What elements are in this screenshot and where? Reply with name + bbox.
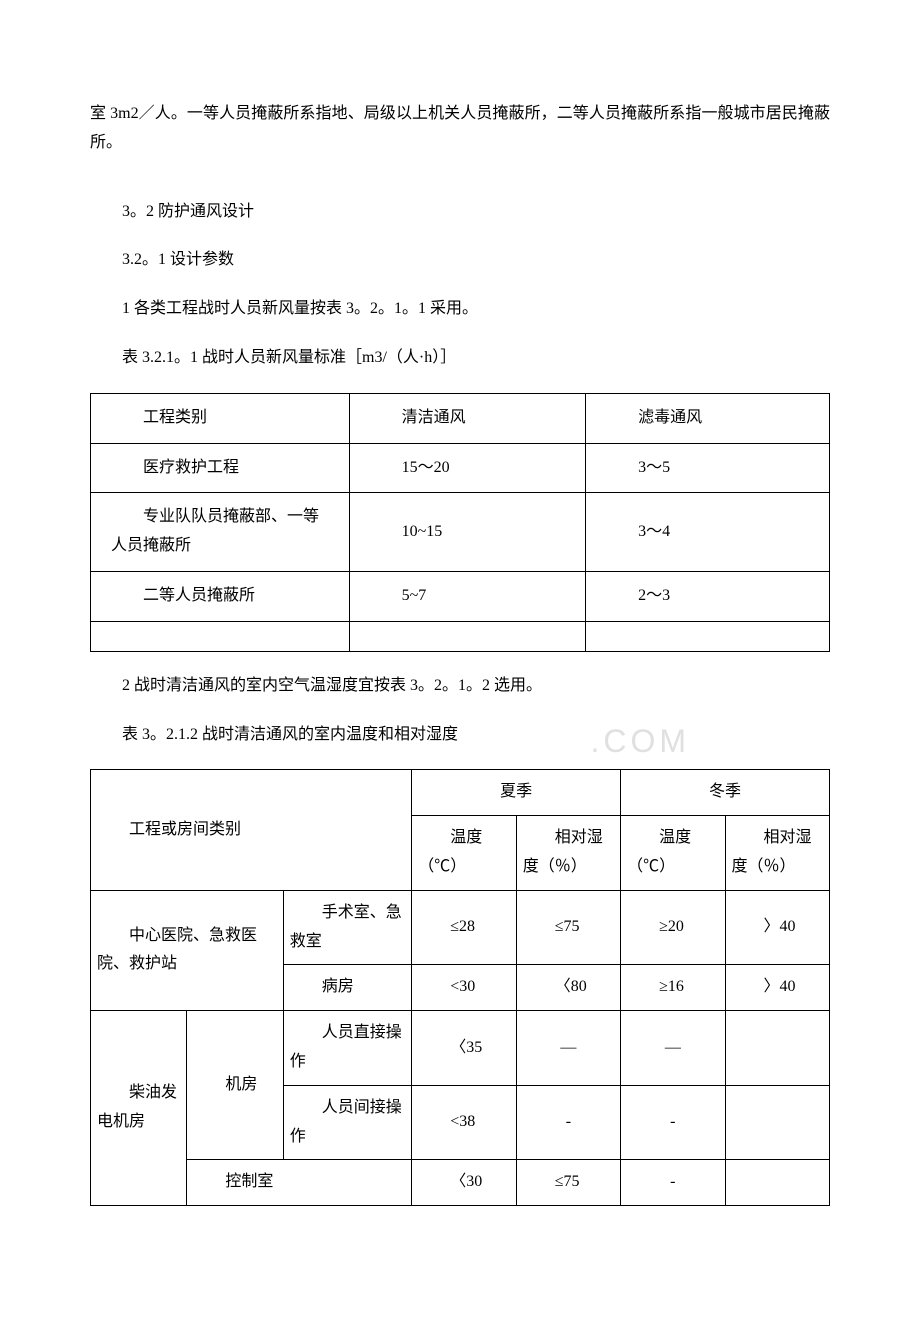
table-cell xyxy=(349,621,585,651)
table-cell: <38 xyxy=(412,1085,516,1160)
table-cell xyxy=(91,621,350,651)
table-cell: 工程或房间类别 xyxy=(91,770,412,890)
table-cell: ≥16 xyxy=(621,965,725,1011)
table-row xyxy=(91,621,830,651)
table-cell: 机房 xyxy=(187,1011,283,1160)
table-row: 二等人员掩蔽所 5~7 2～3 xyxy=(91,571,830,621)
table-cell: — xyxy=(516,1011,620,1086)
table-row: 工程类别 清洁通风 滤毒通风 xyxy=(91,393,830,443)
table-cell: 温度（℃） xyxy=(412,816,516,891)
table-cell: 相对湿度（％） xyxy=(516,816,620,891)
table-cell: 〈35 xyxy=(412,1011,516,1086)
table-cell: 二等人员掩蔽所 xyxy=(91,571,350,621)
table-row: 医疗救护工程 15～20 3～5 xyxy=(91,443,830,493)
table-cell: 〉40 xyxy=(725,890,829,965)
watermark-text: .COM xyxy=(590,713,690,771)
table-1: 工程类别 清洁通风 滤毒通风 医疗救护工程 15～20 3～5 专业队队员掩蔽部… xyxy=(90,393,830,652)
table-cell: - xyxy=(516,1085,620,1160)
table2-caption: 表 3。2.1.2 战时清洁通风的室内温度和相对湿度 xyxy=(90,721,458,750)
table-cell: 夏季 xyxy=(412,770,621,816)
table-row: 柴油发电机房 机房 人员直接操作 〈35 — — xyxy=(91,1011,830,1086)
table-cell: 15～20 xyxy=(349,443,585,493)
table-cell: 柴油发电机房 xyxy=(91,1011,187,1206)
table-cell: 3～5 xyxy=(586,443,830,493)
table-cell: 3～4 xyxy=(586,493,830,572)
table-cell: 滤毒通风 xyxy=(586,393,830,443)
table-2: 工程或房间类别 夏季 冬季 温度（℃） 相对湿度（％） 温度（℃） 相对湿度（％… xyxy=(90,769,830,1206)
table-cell: ≤28 xyxy=(412,890,516,965)
intro-paragraph: 室 3m2／人。一等人员掩蔽所系指地、局级以上机关人员掩蔽所，二等人员掩蔽所系指… xyxy=(90,100,830,158)
table-cell: 手术室、急救室 xyxy=(283,890,412,965)
section-3-2-heading: 3。2 防护通风设计 xyxy=(90,198,830,227)
table-cell: 中心医院、急救医院、救护站 xyxy=(91,890,284,1010)
table-cell: 清洁通风 xyxy=(349,393,585,443)
table-cell: <30 xyxy=(412,965,516,1011)
table-cell: ≤75 xyxy=(516,1160,620,1206)
table-row: 专业队队员掩蔽部、一等人员掩蔽所 10~15 3～4 xyxy=(91,493,830,572)
table-cell: 专业队队员掩蔽部、一等人员掩蔽所 xyxy=(91,493,350,572)
table-cell: 5~7 xyxy=(349,571,585,621)
table-cell: 10~15 xyxy=(349,493,585,572)
table-cell: ≥20 xyxy=(621,890,725,965)
table-cell: 控制室 xyxy=(187,1160,412,1206)
table-cell xyxy=(725,1011,829,1086)
table-cell: 〈30 xyxy=(412,1160,516,1206)
table-cell: — xyxy=(621,1011,725,1086)
table-cell: 相对湿度（％） xyxy=(725,816,829,891)
table-cell: - xyxy=(621,1085,725,1160)
table-cell: 〉40 xyxy=(725,965,829,1011)
table-cell: 人员直接操作 xyxy=(283,1011,412,1086)
table-cell: 温度（℃） xyxy=(621,816,725,891)
table-row: 中心医院、急救医院、救护站 手术室、急救室 ≤28 ≤75 ≥20 〉40 xyxy=(91,890,830,965)
paragraph-1: 1 各类工程战时人员新风量按表 3。2。1。1 采用。 xyxy=(90,295,830,324)
table-cell: ≤75 xyxy=(516,890,620,965)
table1-caption: 表 3.2.1。1 战时人员新风量标准［m3/（人·h）］ xyxy=(90,344,830,373)
table-cell: 2～3 xyxy=(586,571,830,621)
table-cell xyxy=(725,1085,829,1160)
table-cell: 工程类别 xyxy=(91,393,350,443)
table-cell: 人员间接操作 xyxy=(283,1085,412,1160)
section-3-2-1-heading: 3.2。1 设计参数 xyxy=(90,246,830,275)
table-cell: 病房 xyxy=(283,965,412,1011)
table-row: 控制室 〈30 ≤75 - xyxy=(91,1160,830,1206)
table-cell: 〈80 xyxy=(516,965,620,1011)
table-cell xyxy=(725,1160,829,1206)
table-cell xyxy=(586,621,830,651)
table-cell: 冬季 xyxy=(621,770,830,816)
table-cell: 医疗救护工程 xyxy=(91,443,350,493)
paragraph-2: 2 战时清洁通风的室内空气温湿度宜按表 3。2。1。2 选用。 xyxy=(90,672,830,701)
table-cell: - xyxy=(621,1160,725,1206)
table-row: 工程或房间类别 夏季 冬季 xyxy=(91,770,830,816)
